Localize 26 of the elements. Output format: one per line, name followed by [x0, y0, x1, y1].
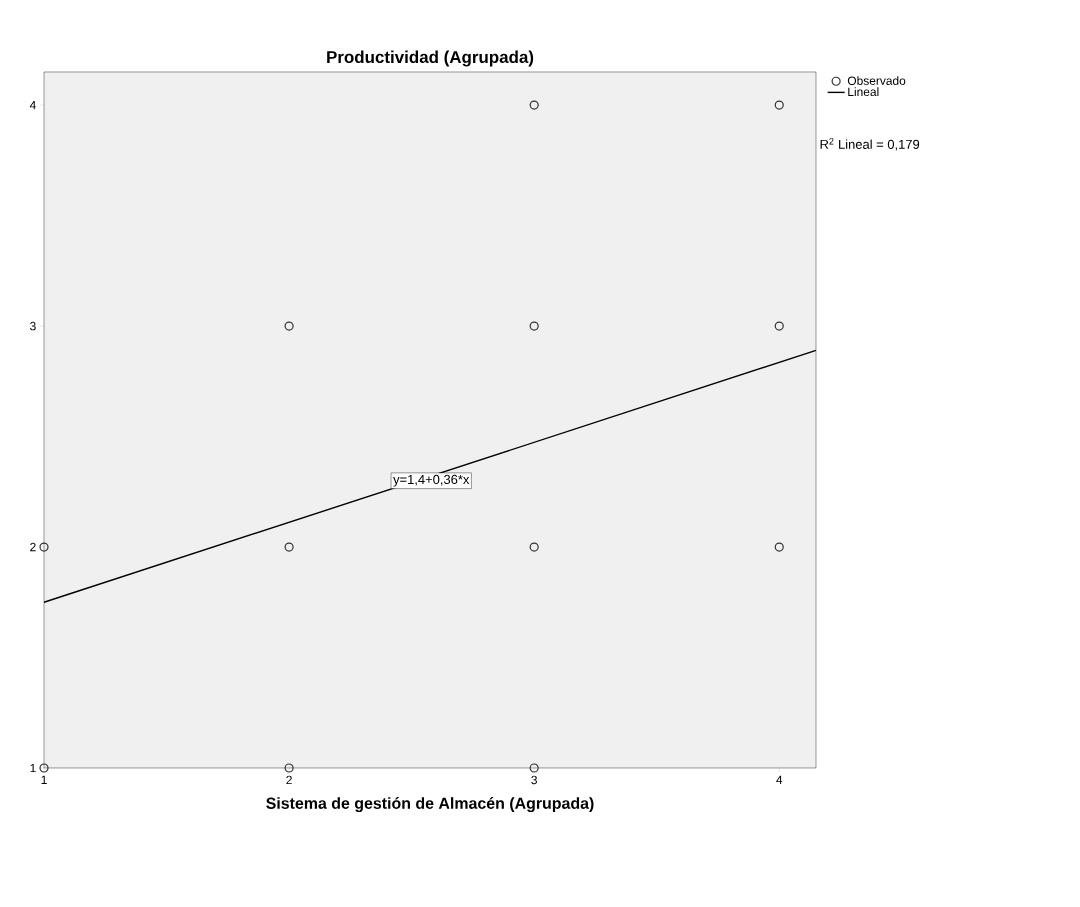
- x-axis-title: Sistema de gestión de Almacén (Agrupada): [266, 797, 594, 813]
- x-tick-label: 2: [286, 775, 292, 785]
- y-tick-label: 3: [30, 321, 36, 331]
- point: [39, 542, 49, 552]
- point: [284, 321, 294, 331]
- point: [529, 100, 539, 110]
- y-tick-label: 1: [30, 763, 36, 773]
- y-tick-label: 4: [29, 101, 36, 110]
- legend-label: Observado: [847, 76, 906, 85]
- x-tick-label: 4: [776, 775, 783, 784]
- point: [39, 763, 49, 773]
- x-tick-label: 3: [531, 775, 537, 785]
- point: [284, 763, 294, 773]
- point: [774, 321, 784, 331]
- legend-label: Lineal: [848, 87, 879, 97]
- point: [774, 100, 784, 110]
- point: [284, 542, 294, 552]
- chart-title: Productividad (Agrupada): [327, 50, 534, 67]
- text: R$^{2}$ Lineal = 0,179: [820, 138, 920, 151]
- point: [529, 542, 539, 552]
- y-tick-label: 2: [30, 542, 36, 552]
- point: [529, 321, 539, 331]
- x-tick-label: 1: [41, 775, 47, 784]
- annotation: y=1,4+0,36*x: [393, 474, 470, 487]
- point: [529, 763, 539, 773]
- point: [774, 542, 784, 552]
